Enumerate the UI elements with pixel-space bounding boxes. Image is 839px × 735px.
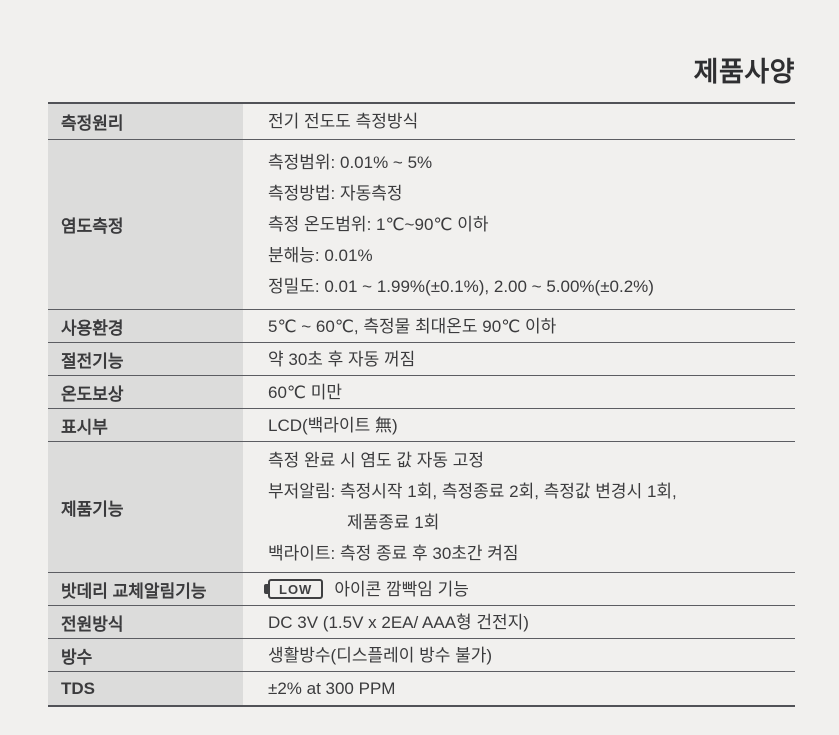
table-row: 사용환경 5℃ ~ 60℃, 측정물 최대온도 90℃ 이하 <box>48 310 795 343</box>
spec-value-line: 측정범위: 0.01% ~ 5% <box>268 153 433 172</box>
spec-value: 약 30초 후 자동 꺼짐 <box>243 343 795 375</box>
spec-label: 방수 <box>48 639 243 671</box>
table-row: 염도측정 측정범위: 0.01% ~ 5% 측정방법: 자동측정 측정 온도범위… <box>48 140 795 310</box>
spec-value-line: ±2% at 300 PPM <box>268 679 396 698</box>
table-row: 전원방식 DC 3V (1.5V x 2EA/ AAA형 건전지) <box>48 606 795 639</box>
spec-label: 사용환경 <box>48 310 243 342</box>
low-battery-label: LOW <box>279 581 313 597</box>
spec-value-line: LOW 아이콘 깜빡임 기능 <box>268 574 795 605</box>
spec-value-line: 측정 완료 시 염도 값 자동 고정 <box>268 451 485 470</box>
spec-value-line: 제품종료 1회 <box>347 513 440 532</box>
spec-value-line: 전기 전도도 측정방식 <box>268 112 419 131</box>
spec-label: TDS <box>48 672 243 705</box>
spec-value-line: 60℃ 미만 <box>268 382 343 402</box>
spec-value-line: 백라이트: 측정 종료 후 30초간 켜짐 <box>268 544 519 563</box>
table-row: 방수 생활방수(디스플레이 방수 불가) <box>48 639 795 672</box>
spec-label: 측정원리 <box>48 104 243 139</box>
spec-value-line: 정밀도: 0.01 ~ 1.99%(±0.1%), 2.00 ~ 5.00%(±… <box>268 277 654 296</box>
spec-value-line: DC 3V (1.5V x 2EA/ AAA형 건전지) <box>268 612 529 632</box>
table-row: 측정원리 전기 전도도 측정방식 <box>48 104 795 140</box>
spec-value: 5℃ ~ 60℃, 측정물 최대온도 90℃ 이하 <box>243 310 795 342</box>
spec-value-line: 측정 온도범위: 1℃~90℃ 이하 <box>268 215 489 234</box>
spec-value: LCD(백라이트 無) <box>243 409 795 441</box>
spec-value: DC 3V (1.5V x 2EA/ AAA형 건전지) <box>243 606 795 638</box>
spec-value: 생활방수(디스플레이 방수 불가) <box>243 639 795 671</box>
spec-label: 염도측정 <box>48 140 243 309</box>
table-row: TDS ±2% at 300 PPM <box>48 672 795 705</box>
spec-value-line: 분해능: 0.01% <box>268 246 373 265</box>
spec-label: 제품기능 <box>48 442 243 572</box>
spec-value: 측정범위: 0.01% ~ 5% 측정방법: 자동측정 측정 온도범위: 1℃~… <box>243 140 795 309</box>
table-row: 밧데리 교체알림기능 LOW 아이콘 깜빡임 기능 <box>48 573 795 606</box>
low-battery-icon: LOW <box>268 579 324 599</box>
spec-label: 표시부 <box>48 409 243 441</box>
table-row: 온도보상 60℃ 미만 <box>48 376 795 409</box>
spec-value-line: 부저알림: 측정시작 1회, 측정종료 2회, 측정값 변경시 1회, <box>268 482 677 501</box>
spec-value-line: LCD(백라이트 無) <box>268 415 398 435</box>
spec-value-line: 측정방법: 자동측정 <box>268 184 403 203</box>
spec-label: 온도보상 <box>48 376 243 408</box>
spec-label: 전원방식 <box>48 606 243 638</box>
spec-label: 밧데리 교체알림기능 <box>48 573 243 605</box>
spec-value: 측정 완료 시 염도 값 자동 고정 부저알림: 측정시작 1회, 측정종료 2… <box>243 442 795 572</box>
spec-value-line: 생활방수(디스플레이 방수 불가) <box>268 645 493 665</box>
spec-value-text: 아이콘 깜빡임 기능 <box>334 579 469 599</box>
table-row: 절전기능 약 30초 후 자동 꺼짐 <box>48 343 795 376</box>
table-row: 제품기능 측정 완료 시 염도 값 자동 고정 부저알림: 측정시작 1회, 측… <box>48 442 795 573</box>
spec-value: 전기 전도도 측정방식 <box>243 104 795 139</box>
page-title: 제품사양 <box>693 57 795 87</box>
spec-label: 절전기능 <box>48 343 243 375</box>
table-row: 표시부 LCD(백라이트 無) <box>48 409 795 442</box>
spec-table: 측정원리 전기 전도도 측정방식 염도측정 측정범위: 0.01% ~ 5% 측… <box>48 102 795 707</box>
spec-value-line: 약 30초 후 자동 꺼짐 <box>268 349 416 369</box>
spec-value: ±2% at 300 PPM <box>243 672 795 705</box>
spec-value: 60℃ 미만 <box>243 376 795 408</box>
spec-value-line: 5℃ ~ 60℃, 측정물 최대온도 90℃ 이하 <box>268 316 557 336</box>
spec-value: LOW 아이콘 깜빡임 기능 <box>243 573 795 605</box>
